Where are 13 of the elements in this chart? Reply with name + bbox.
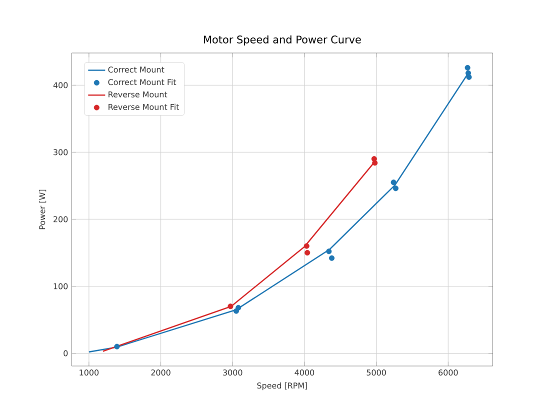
point [228,304,234,310]
point [328,255,335,261]
point [304,250,310,256]
chart-title: Motor Speed and Power Curve [204,35,361,46]
point [326,248,332,254]
point [464,64,470,71]
point [390,180,396,186]
point [372,160,378,166]
point [236,304,242,310]
point [466,74,472,80]
point [392,186,399,192]
point [114,344,120,350]
point [304,243,310,249]
